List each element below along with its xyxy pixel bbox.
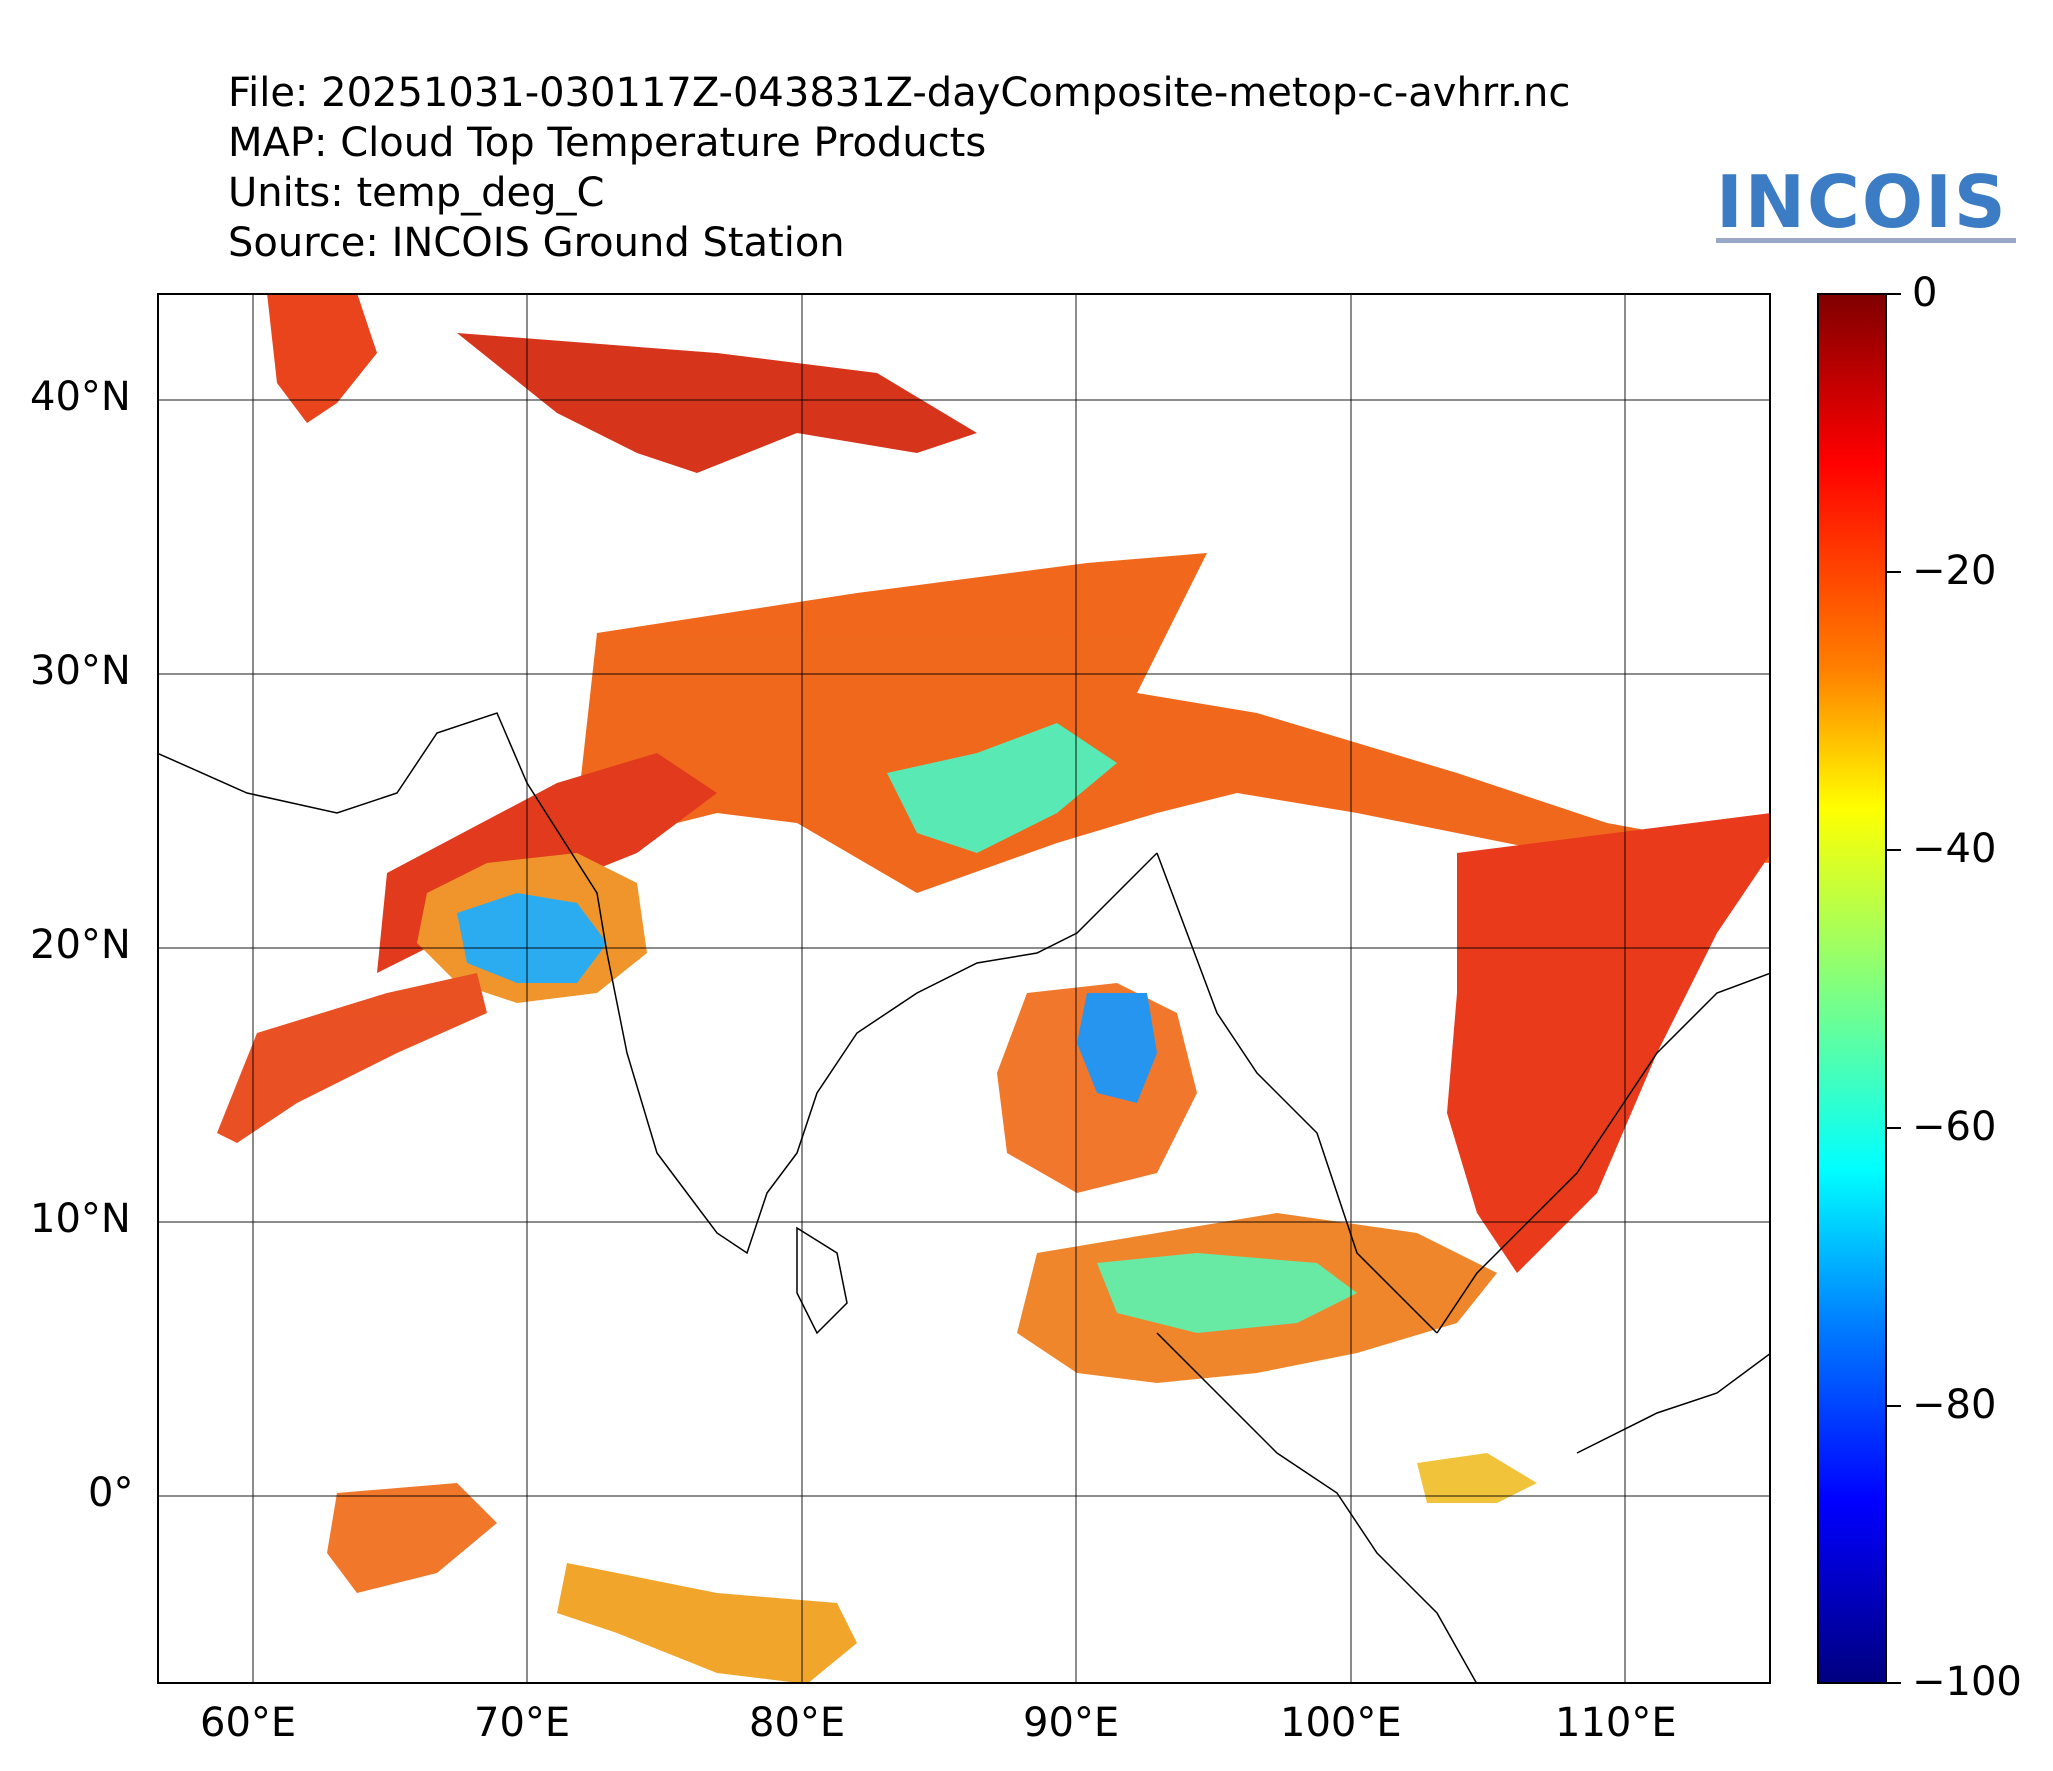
cloud-cyclone-core <box>457 893 607 983</box>
coastline-india <box>157 712 1158 1255</box>
colorbar-tick-80 <box>1887 1405 1901 1407</box>
colorbar-label-60: −60 <box>1912 1104 1997 1150</box>
lon-label-110: 110°E <box>1555 1700 1677 1746</box>
lon-label-100: 100°E <box>1280 1700 1402 1746</box>
lat-label-30: 30°N <box>30 648 131 694</box>
colorbar-label-100: −100 <box>1912 1659 2022 1705</box>
colorbar-tick-0 <box>1887 293 1901 295</box>
colorbar-label-80: −80 <box>1912 1382 1997 1428</box>
cloud-south-center <box>557 1563 857 1684</box>
gridlines <box>157 293 1771 1684</box>
title-block: File: 20251031-030117Z-043831Z-dayCompos… <box>228 68 1570 268</box>
colorbar-tick-100 <box>1887 1682 1901 1684</box>
colorbar-tick-40 <box>1887 849 1901 851</box>
colorbar-label-0: 0 <box>1912 270 1938 316</box>
coastlines <box>157 712 1771 1684</box>
colorbar-label-40: −40 <box>1912 826 1997 872</box>
file-line: File: 20251031-030117Z-043831Z-dayCompos… <box>228 70 1571 116</box>
colorbar-tick-20 <box>1887 571 1901 573</box>
cloud-southeast-band <box>1447 813 1771 1273</box>
cloud-south-east <box>1417 1453 1537 1503</box>
lat-label-40: 40°N <box>30 374 131 420</box>
colorbar-label-20: −20 <box>1912 548 1997 594</box>
source-line: Source: INCOIS Ground Station <box>228 220 845 266</box>
map-line: MAP: Cloud Top Temperature Products <box>228 120 987 166</box>
cloud-north-band <box>267 293 377 423</box>
lat-label-20: 20°N <box>30 922 131 968</box>
coastline-borneo <box>1576 1352 1771 1454</box>
map-frame <box>157 293 1771 1684</box>
units-line: Units: temp_deg_C <box>228 170 605 216</box>
incois-logo: INCOIS <box>1716 160 2016 250</box>
coastline-myanmar <box>1156 852 1438 1334</box>
cloud-bob-core <box>1077 993 1157 1103</box>
cloud-layer <box>217 293 1771 1684</box>
lon-label-70: 70°E <box>474 1700 571 1746</box>
cloud-arabian-sea <box>217 973 487 1143</box>
lon-label-80: 80°E <box>749 1700 846 1746</box>
lon-label-90: 90°E <box>1023 1700 1120 1746</box>
coastline-indochina <box>1436 972 1771 1334</box>
logo-underline <box>1716 238 2016 243</box>
cloud-central-band <box>577 553 1771 893</box>
lat-label-0: 0° <box>88 1470 134 1516</box>
cloud-central-core <box>887 723 1117 853</box>
coastline-sumatra <box>1156 1332 1478 1684</box>
colorbar <box>1817 293 1887 1684</box>
map-panel <box>157 293 1771 1684</box>
lat-label-10: 10°N <box>30 1196 131 1242</box>
cloud-south-west <box>327 1483 497 1593</box>
cloud-equatorial-core <box>1097 1253 1357 1333</box>
lon-label-60: 60°E <box>200 1700 297 1746</box>
colorbar-tick-60 <box>1887 1127 1901 1129</box>
coastline-srilanka <box>796 1226 848 1335</box>
logo-text: INCOIS <box>1716 160 2008 244</box>
cloud-map <box>157 293 1771 1684</box>
cloud-himalaya <box>457 333 977 473</box>
